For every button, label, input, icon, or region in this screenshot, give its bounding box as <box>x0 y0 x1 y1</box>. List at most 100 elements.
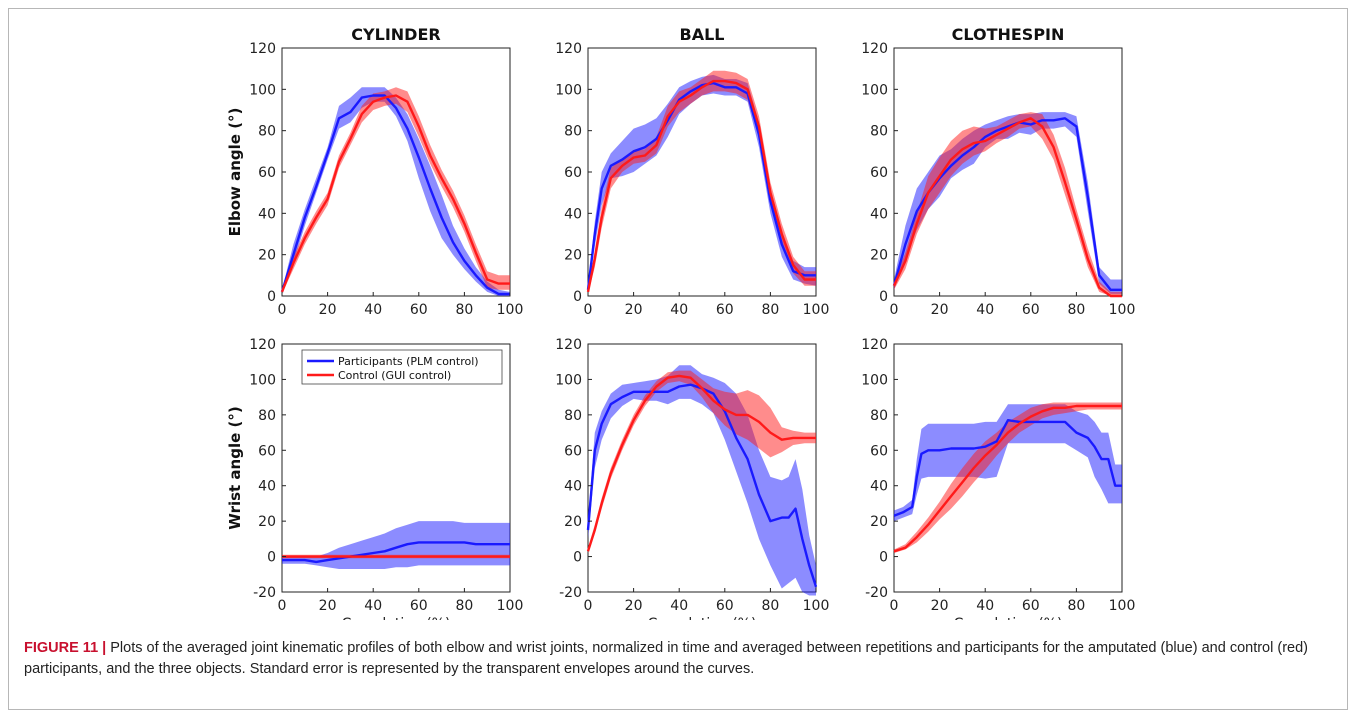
panel-4-ytick-label: 80 <box>258 408 276 424</box>
panel-4-ytick-label: 0 <box>267 550 276 566</box>
panel-4-xlabel: Completion (%) <box>342 616 451 620</box>
panel-6-participants-error-band <box>894 404 1122 522</box>
panel-3-ytick-label: 40 <box>870 206 888 222</box>
panel-2-title: BALL <box>680 25 725 44</box>
panel-1-control-mean-line <box>280 94 510 293</box>
panel-1-ytick-label: 120 <box>249 41 276 57</box>
panel-4-xtick-label: 60 <box>410 598 428 614</box>
panel-2-xtick-label: 80 <box>761 302 779 318</box>
panel-3-xtick-label: 20 <box>931 302 949 318</box>
panel-4-xtick-label: 100 <box>497 598 524 614</box>
ylabel-wrist: Wrist angle (°) <box>226 406 244 529</box>
panel-1-control-error-band <box>282 87 510 294</box>
panel-5-xtick-label: 60 <box>716 598 734 614</box>
panel-2-xtick-label: 60 <box>716 302 734 318</box>
figure-caption-text: Plots of the averaged joint kinematic pr… <box>24 640 1308 677</box>
panel-5-xtick-label: 0 <box>584 598 593 614</box>
panel-6-xtick-label: 20 <box>931 598 949 614</box>
panel-1-xtick-label: 40 <box>364 302 382 318</box>
panel-1-ytick-label: 40 <box>258 206 276 222</box>
panel-6-xlabel: Completion (%) <box>954 616 1063 620</box>
panel-6-xtick-label: 40 <box>976 598 994 614</box>
panel-1-ytick-label: 80 <box>258 124 276 140</box>
panel-3-ytick-label: 80 <box>870 124 888 140</box>
panel-5-xtick-label: 100 <box>803 598 830 614</box>
panel-3-ytick-label: 100 <box>861 82 888 98</box>
panel-5-xlabel: Completion (%) <box>648 616 757 620</box>
panel-1-ytick-label: 20 <box>258 248 276 264</box>
legend-label-control: Control (GUI control) <box>338 369 451 382</box>
panel-6-xtick-label: 60 <box>1022 598 1040 614</box>
panel-3-xtick-label: 80 <box>1067 302 1085 318</box>
panel-6-xtick-label: 0 <box>890 598 899 614</box>
figure-frame <box>8 8 1348 710</box>
panel-4-ytick-label: 20 <box>258 514 276 530</box>
panel-5-ytick-label: 60 <box>564 443 582 459</box>
panel-5-participants-error-band <box>588 365 816 596</box>
figure-plots: Elbow angle (°) Wrist angle (°) 0 20 40 60 8… <box>226 25 1136 620</box>
panel-3-title: CLOTHESPIN <box>952 25 1065 44</box>
panel-2-ytick-label: 120 <box>555 41 582 57</box>
panel-3-ytick-label: 120 <box>861 41 888 57</box>
panel-4-xtick-label: 40 <box>364 598 382 614</box>
panel-4-xtick-label: 20 <box>319 598 337 614</box>
panel-5-ytick-label: 120 <box>555 337 582 353</box>
legend-box <box>301 349 503 385</box>
panel-4-xtick-label: 80 <box>455 598 473 614</box>
panel-3-ytick-label: 20 <box>870 248 888 264</box>
panel-6-ytick-label: 60 <box>870 443 888 459</box>
panel-1-ytick-label: 0 <box>267 289 276 305</box>
panel-5-xtick-label: 20 <box>625 598 643 614</box>
panel-1-participants-mean-line <box>280 94 510 296</box>
panel-1-xtick-label: 80 <box>455 302 473 318</box>
panel-4-ytick-label: 60 <box>258 443 276 459</box>
panel-1-xtick-label: 0 <box>278 302 287 318</box>
panel-2-xtick-label: 40 <box>670 302 688 318</box>
panel-4-participants-mean-line <box>282 541 510 564</box>
panel-3-ytick-label: 0 <box>879 289 888 305</box>
panel-4-ytick-label: 40 <box>258 479 276 495</box>
panel-4-ytick-label: 120 <box>249 337 276 353</box>
panel-3-ytick-label: 60 <box>870 165 888 181</box>
panel-5-ytick-label: 20 <box>564 514 582 530</box>
panel-6-control-mean-line <box>893 404 1122 553</box>
panel-3-xtick-label: 100 <box>1109 302 1136 318</box>
figure-label: FIGURE 11 | <box>24 640 107 656</box>
panel-3-xtick-label: 0 <box>890 302 899 318</box>
panel-6-ytick-label: -20 <box>865 585 888 601</box>
panel-2-ytick-label: 60 <box>564 165 582 181</box>
panel-4-xtick-label: 0 <box>278 598 287 614</box>
panel-1-ytick-label: 60 <box>258 165 276 181</box>
panel-5-ytick-label: 80 <box>564 408 582 424</box>
panel-6-ytick-label: 40 <box>870 479 888 495</box>
panel-5-xtick-label: 40 <box>670 598 688 614</box>
panel-6-ytick-label: 20 <box>870 514 888 530</box>
panel-1-xtick-label: 20 <box>319 302 337 318</box>
panel-4-ytick-label: 100 <box>249 372 276 388</box>
panel-2-ytick-label: 80 <box>564 124 582 140</box>
panel-4-ytick-label: -20 <box>253 585 276 601</box>
panel-2-xtick-label: 100 <box>803 302 830 318</box>
panel-5-ytick-label: -20 <box>559 585 582 601</box>
panel-6-ytick-label: 100 <box>861 372 888 388</box>
panel-2-control-mean-line <box>586 79 816 293</box>
panel-5-ytick-label: 40 <box>564 479 582 495</box>
panel-1-ytick-label: 100 <box>249 82 276 98</box>
panel-2-participants-mean-line <box>586 81 816 290</box>
panel-2-ytick-label: 100 <box>555 82 582 98</box>
panel-1-xtick-label: 100 <box>497 302 524 318</box>
figure-caption: FIGURE 11 | Plots of the averaged joint … <box>24 638 1334 680</box>
panel-5-xtick-label: 80 <box>761 598 779 614</box>
panel-5-control-error-band <box>588 370 816 553</box>
panel-3-xtick-label: 40 <box>976 302 994 318</box>
panel-6-xtick-label: 80 <box>1067 598 1085 614</box>
panel-5-participants-mean-line <box>586 383 818 588</box>
legend-label-participants: Participants (PLM control) <box>338 355 479 368</box>
panel-6-ytick-label: 80 <box>870 408 888 424</box>
panel-5-ytick-label: 0 <box>573 550 582 566</box>
panel-3-xtick-label: 60 <box>1022 302 1040 318</box>
panel-6-ytick-label: 0 <box>879 550 888 566</box>
panel-1-xtick-label: 60 <box>410 302 428 318</box>
panel-5-ytick-label: 100 <box>555 372 582 388</box>
panel-6-xtick-label: 100 <box>1109 598 1136 614</box>
